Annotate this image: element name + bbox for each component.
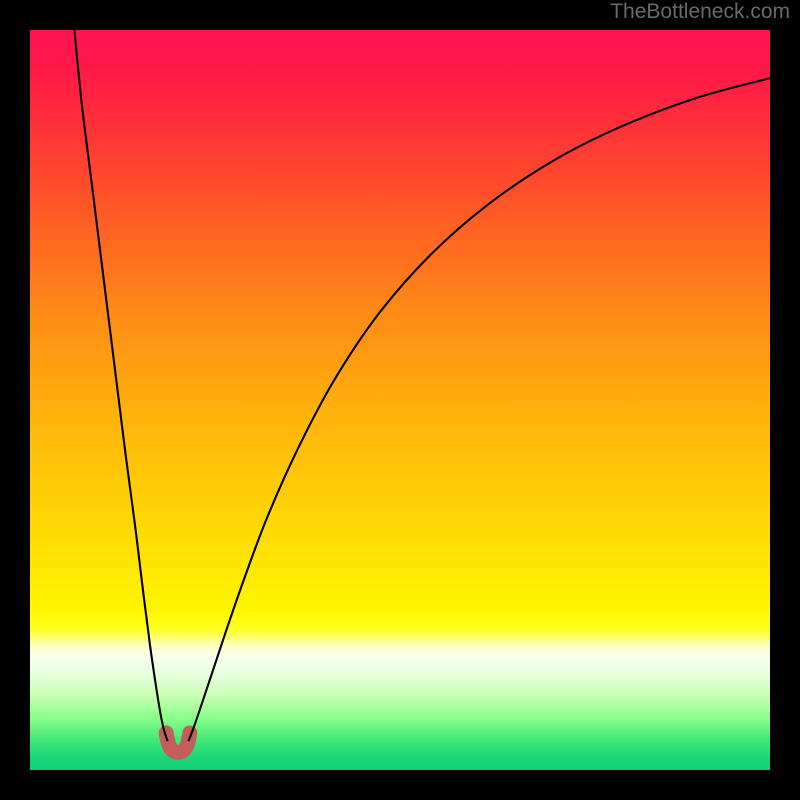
chart-stage: TheBottleneck.com bbox=[0, 0, 800, 800]
gradient-background bbox=[30, 30, 770, 770]
bottleneck-curve-chart bbox=[0, 0, 800, 800]
watermark-text: TheBottleneck.com bbox=[610, 0, 790, 24]
